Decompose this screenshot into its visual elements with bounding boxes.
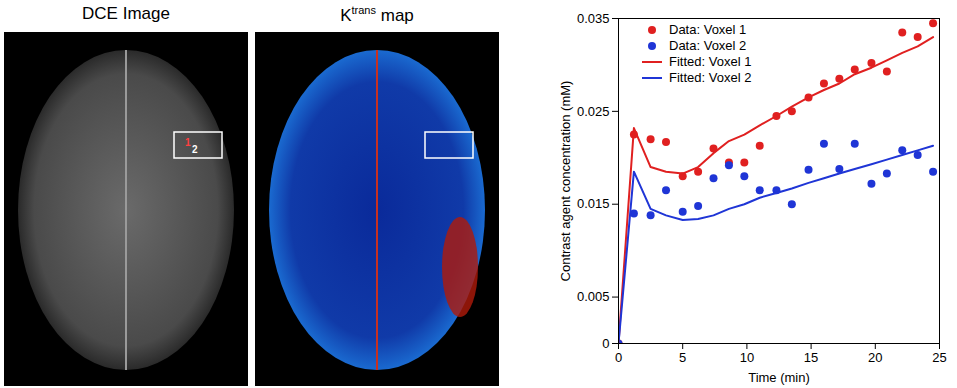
html-text:Ktransmap: Ktransmap — [340, 4, 414, 25]
svg-text:0.015: 0.015 — [577, 196, 610, 211]
svg-text:10: 10 — [740, 350, 754, 365]
svg-text:Contrast agent concentration (: Contrast agent concentration (mM) — [558, 81, 573, 282]
svg-text:20: 20 — [868, 350, 882, 365]
html-text:Fitted: Voxel 2: Fitted: Voxel 2 — [669, 70, 752, 85]
svg-text:0.035: 0.035 — [577, 11, 610, 26]
svg-text:25: 25 — [932, 350, 946, 365]
html-text:Data: Voxel 1: Data: Voxel 1 — [669, 22, 747, 37]
svg-text:2: 2 — [192, 144, 198, 155]
svg-text:0.025: 0.025 — [577, 104, 610, 119]
svg-text:5: 5 — [679, 350, 686, 365]
html-text:Data: Voxel 2: Data: Voxel 2 — [669, 38, 747, 53]
svg-text:15: 15 — [804, 350, 818, 365]
svg-text:1: 1 — [185, 137, 191, 148]
svg-text:0: 0 — [615, 350, 622, 365]
html-text:Fitted: Voxel 1: Fitted: Voxel 1 — [669, 54, 752, 69]
svg-text:Time (min): Time (min) — [748, 370, 810, 385]
svg-text:0: 0 — [602, 336, 609, 351]
svg-text:0.005: 0.005 — [577, 289, 610, 304]
html-text:DCE Image: DCE Image — [82, 4, 170, 23]
